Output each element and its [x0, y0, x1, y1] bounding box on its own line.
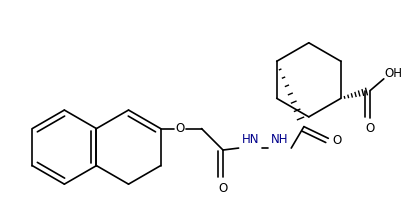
Text: O: O: [219, 181, 228, 195]
Text: O: O: [176, 122, 185, 135]
Text: O: O: [332, 134, 342, 147]
Text: O: O: [366, 122, 375, 135]
Text: NH: NH: [271, 133, 288, 146]
Text: OH: OH: [385, 67, 401, 80]
Text: HN: HN: [241, 133, 259, 146]
